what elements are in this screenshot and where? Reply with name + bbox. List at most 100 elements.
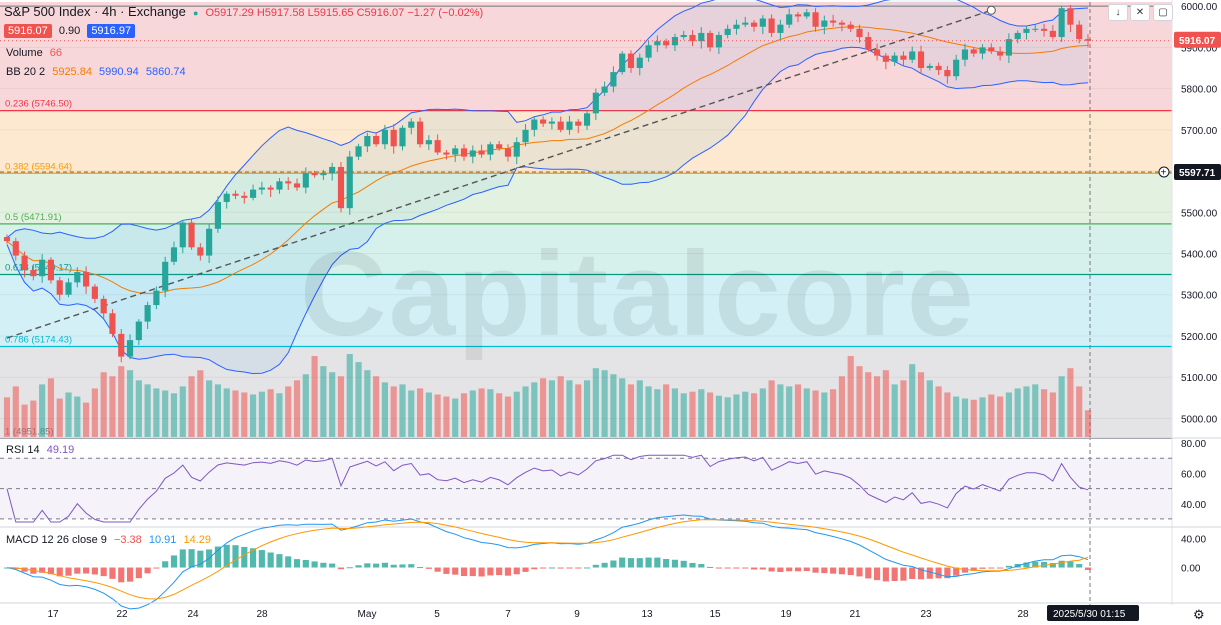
volume-legend[interactable]: Volume 66 [6,47,62,59]
volume-bar [206,380,213,437]
volume-bar [944,392,951,437]
macd-hist-bar [900,567,907,581]
volume-bar [390,386,397,437]
candle-body [496,144,503,149]
fib-level-label: 0.618 (5349.17) [5,262,72,273]
candle-body [346,156,353,209]
macd-hist-bar [179,549,186,568]
macd-hist-bar [856,567,863,577]
chart-header: S&P 500 Index · 4h · Exchange ● O5917.29… [4,4,483,19]
volume-bar [214,384,222,437]
candle-body [126,340,134,357]
volume-bar [496,393,503,437]
volume-bar [83,402,90,437]
volume-bar [56,398,63,437]
bb-upper-value: 5990.94 [99,66,139,78]
candle-body [65,282,72,295]
candle-body [250,189,257,198]
settings-gear-icon[interactable]: ⚙ [1193,608,1205,623]
volume-bar [750,393,758,437]
macd-hist-bar [126,567,134,582]
time-tick-label: 7 [505,609,511,620]
volume-bar [610,374,617,437]
volume-bar [979,397,986,437]
macd-hist-bar [953,567,960,576]
ohlc-low: L5915.65 [307,7,354,19]
candle-body [276,181,283,190]
macd-hist-bar [100,567,107,577]
volume-bar [135,380,142,437]
last-price-badge-bg [1174,31,1221,48]
time-tick-label: 5 [434,609,440,620]
time-tick-label: 28 [256,609,268,620]
volume-bar [566,380,573,437]
macd-hist-bar [1076,564,1083,568]
volume-bar [65,392,72,437]
candle-body [109,313,116,334]
candle-body [1005,39,1012,56]
volume-bar [540,378,547,437]
macd-hist-bar [416,567,424,569]
macd-hist-bar [56,567,63,577]
volume-bar [970,399,977,437]
rsi-value: 49.19 [46,444,75,456]
volume-bar [997,396,1004,437]
macd-hist-bar [1049,563,1056,568]
candle-body [917,51,925,68]
volume-bar [434,394,441,437]
candle-body [100,298,107,314]
rsi-tick-label: 80.00 [1181,439,1206,450]
candle-body [768,18,775,33]
last-price-badge-text: 5916.07 [1179,36,1216,47]
volume-bar [478,388,485,437]
candle-body [583,113,591,126]
macd-hist-bar [540,567,547,569]
volume-bar [197,370,204,437]
collapse-button[interactable]: ✕ [1130,4,1150,21]
candle-body [645,45,652,58]
macd-hist-bar [794,567,802,572]
candle-body [153,290,160,306]
maximize-button[interactable]: ▢ [1153,4,1173,21]
volume-bar [645,386,652,437]
fib-level-label: 0.5 (5471.91) [5,212,62,223]
macd-hist-bar [408,564,415,568]
symbol-title[interactable]: S&P 500 Index · 4h · Exchange [4,4,186,19]
macd-hist-bar [250,548,257,568]
volume-bar [1084,410,1092,437]
macd-hist-bar [1005,565,1012,568]
fib-level-label: 0.236 (5746.50) [5,99,72,110]
volume-bar [742,391,749,437]
macd-hist-bar [566,567,573,569]
ohlc-close: C5916.07 [356,7,405,19]
candle-body [671,37,679,46]
volume-bar [1023,386,1030,437]
macd-hist-bar [302,559,309,568]
volume-bar [311,356,318,437]
candle-body [162,261,169,291]
volume-bar [961,398,969,437]
volume-bar [671,388,679,437]
macd-hist-bar [443,567,450,574]
volume-bar [179,386,186,437]
price-tick-label: 5500.00 [1181,208,1218,219]
time-badge-bg [1047,605,1139,621]
macd-hist-bar [926,567,933,579]
macd-hist-bar [786,567,793,572]
macd-hist-bar [214,546,222,568]
bid-badge[interactable]: 5916.07 [4,24,52,38]
bb-legend[interactable]: BB 20 2 5925.84 5990.94 5860.74 [6,66,186,78]
scroll-down-button[interactable]: ↓ [1108,4,1128,21]
price-tick-label: 5700.00 [1181,126,1218,137]
macd-legend[interactable]: MACD 12 26 close 9 −3.38 10.91 14.29 [6,534,211,546]
plus-icon: + [1161,167,1167,178]
rsi-legend[interactable]: RSI 14 49.19 [6,444,74,456]
macd-hist-bar [434,567,441,572]
ask-badge[interactable]: 5916.97 [87,24,136,38]
volume-bar [47,378,55,437]
volume-bar [724,397,731,437]
volume-bar [821,392,828,437]
macd-hist-bar [882,567,889,582]
volume-bar [689,391,696,437]
